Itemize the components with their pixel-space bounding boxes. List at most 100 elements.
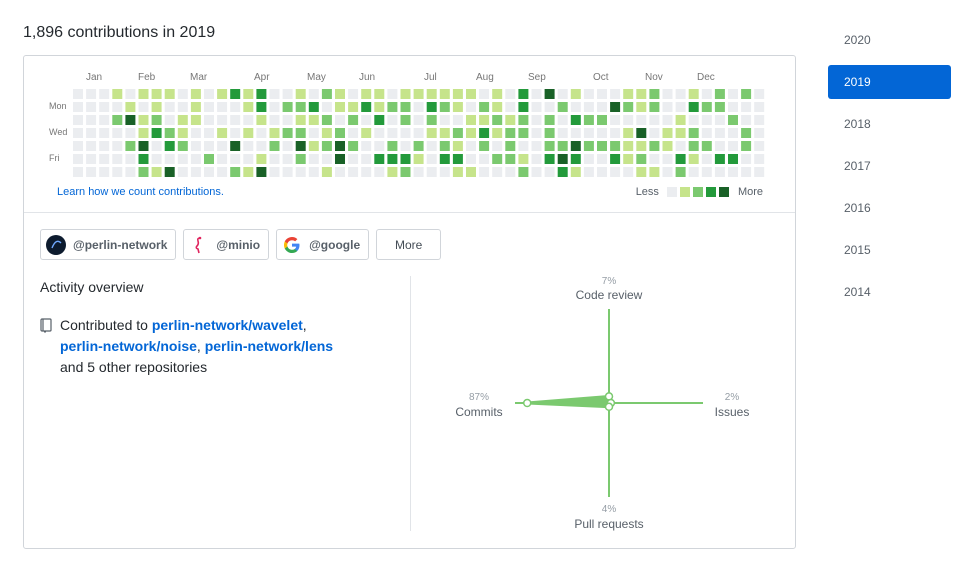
- contribution-day-cell[interactable]: [125, 154, 136, 164]
- contribution-day-cell[interactable]: [531, 102, 542, 112]
- contribution-day-cell[interactable]: [583, 89, 594, 99]
- contribution-day-cell[interactable]: [636, 128, 647, 138]
- contribution-day-cell[interactable]: [151, 115, 162, 125]
- contribution-day-cell[interactable]: [518, 128, 529, 138]
- contribution-day-cell[interactable]: [492, 141, 503, 151]
- contribution-day-cell[interactable]: [557, 115, 568, 125]
- contribution-day-cell[interactable]: [714, 89, 725, 99]
- contribution-day-cell[interactable]: [73, 115, 83, 125]
- contribution-day-cell[interactable]: [112, 128, 123, 138]
- contribution-day-cell[interactable]: [243, 89, 254, 99]
- contribution-day-cell[interactable]: [295, 89, 306, 99]
- contribution-day-cell[interactable]: [164, 154, 175, 164]
- contribution-day-cell[interactable]: [348, 102, 359, 112]
- contribution-day-cell[interactable]: [688, 89, 699, 99]
- contribution-day-cell[interactable]: [649, 115, 660, 125]
- contribution-day-cell[interactable]: [321, 167, 332, 177]
- contribution-day-cell[interactable]: [308, 89, 319, 99]
- contribution-day-cell[interactable]: [754, 102, 765, 112]
- contribution-day-cell[interactable]: [112, 115, 123, 125]
- contribution-day-cell[interactable]: [714, 154, 725, 164]
- repo-link-lens[interactable]: perlin-network/lens: [204, 338, 334, 354]
- contribution-day-cell[interactable]: [348, 128, 359, 138]
- contribution-day-cell[interactable]: [636, 141, 647, 151]
- contribution-day-cell[interactable]: [675, 141, 686, 151]
- contribution-day-cell[interactable]: [479, 89, 490, 99]
- contribution-day-cell[interactable]: [400, 154, 411, 164]
- contribution-day-cell[interactable]: [531, 154, 542, 164]
- contribution-day-cell[interactable]: [230, 141, 241, 151]
- contribution-day-cell[interactable]: [361, 128, 372, 138]
- contribution-day-cell[interactable]: [649, 102, 660, 112]
- contribution-day-cell[interactable]: [714, 141, 725, 151]
- contribution-day-cell[interactable]: [649, 141, 660, 151]
- contribution-day-cell[interactable]: [374, 141, 385, 151]
- contribution-day-cell[interactable]: [387, 115, 398, 125]
- contribution-day-cell[interactable]: [701, 128, 712, 138]
- contribution-day-cell[interactable]: [138, 154, 149, 164]
- contribution-day-cell[interactable]: [177, 141, 188, 151]
- contribution-day-cell[interactable]: [151, 102, 162, 112]
- contribution-day-cell[interactable]: [452, 102, 463, 112]
- contribution-day-cell[interactable]: [269, 141, 280, 151]
- contribution-day-cell[interactable]: [518, 89, 529, 99]
- year-link-2014[interactable]: 2014: [844, 285, 871, 299]
- contribution-day-cell[interactable]: [374, 128, 385, 138]
- contribution-day-cell[interactable]: [361, 154, 372, 164]
- contribution-day-cell[interactable]: [439, 128, 450, 138]
- contribution-day-cell[interactable]: [754, 154, 765, 164]
- contribution-day-cell[interactable]: [282, 141, 293, 151]
- contribution-day-cell[interactable]: [204, 167, 214, 177]
- contribution-day-cell[interactable]: [610, 102, 621, 112]
- contribution-day-cell[interactable]: [675, 167, 686, 177]
- contribution-day-cell[interactable]: [151, 167, 162, 177]
- contribution-day-cell[interactable]: [243, 167, 254, 177]
- contribution-day-cell[interactable]: [426, 128, 437, 138]
- contribution-day-cell[interactable]: [439, 102, 450, 112]
- contribution-day-cell[interactable]: [662, 115, 673, 125]
- contribution-day-cell[interactable]: [610, 141, 621, 151]
- contribution-day-cell[interactable]: [623, 102, 634, 112]
- contribution-day-cell[interactable]: [754, 89, 765, 99]
- contribution-day-cell[interactable]: [86, 141, 97, 151]
- contribution-day-cell[interactable]: [361, 167, 372, 177]
- contribution-day-cell[interactable]: [714, 128, 725, 138]
- year-link-2019[interactable]: 2019: [828, 65, 951, 99]
- contribution-day-cell[interactable]: [86, 102, 97, 112]
- contribution-day-cell[interactable]: [204, 115, 214, 125]
- contribution-day-cell[interactable]: [439, 115, 450, 125]
- contribution-day-cell[interactable]: [374, 154, 385, 164]
- contribution-day-cell[interactable]: [688, 128, 699, 138]
- contribution-day-cell[interactable]: [426, 115, 437, 125]
- contribution-day-cell[interactable]: [112, 154, 123, 164]
- contribution-day-cell[interactable]: [728, 141, 738, 151]
- contribution-day-cell[interactable]: [518, 115, 529, 125]
- contribution-day-cell[interactable]: [295, 115, 306, 125]
- contribution-day-cell[interactable]: [570, 141, 581, 151]
- contribution-day-cell[interactable]: [597, 154, 607, 164]
- contribution-day-cell[interactable]: [164, 102, 175, 112]
- year-link-2016[interactable]: 2016: [844, 201, 871, 215]
- contribution-day-cell[interactable]: [583, 154, 594, 164]
- contribution-day-cell[interactable]: [439, 154, 450, 164]
- contribution-day-cell[interactable]: [335, 89, 345, 99]
- contribution-day-cell[interactable]: [217, 154, 228, 164]
- contribution-day-cell[interactable]: [688, 102, 699, 112]
- contribution-day-cell[interactable]: [73, 167, 83, 177]
- contribution-day-cell[interactable]: [73, 154, 83, 164]
- contribution-day-cell[interactable]: [741, 128, 752, 138]
- contribution-day-cell[interactable]: [190, 141, 201, 151]
- contribution-day-cell[interactable]: [741, 89, 752, 99]
- contribution-day-cell[interactable]: [583, 115, 594, 125]
- contribution-day-cell[interactable]: [217, 167, 228, 177]
- contribution-day-cell[interactable]: [204, 141, 214, 151]
- contribution-day-cell[interactable]: [597, 102, 607, 112]
- contribution-day-cell[interactable]: [164, 89, 175, 99]
- contribution-day-cell[interactable]: [544, 141, 555, 151]
- contribution-day-cell[interactable]: [164, 128, 175, 138]
- contribution-day-cell[interactable]: [400, 167, 411, 177]
- contribution-day-cell[interactable]: [177, 154, 188, 164]
- contribution-day-cell[interactable]: [466, 141, 476, 151]
- contribution-day-cell[interactable]: [466, 167, 476, 177]
- contribution-day-cell[interactable]: [387, 141, 398, 151]
